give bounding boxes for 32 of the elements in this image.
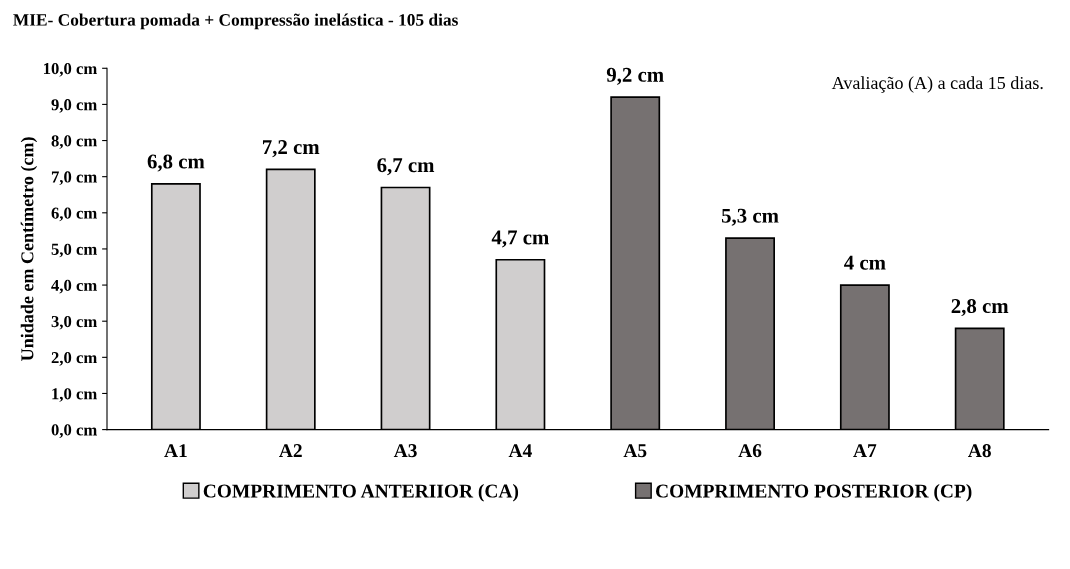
data-label: 4,7 cm bbox=[491, 230, 549, 248]
y-tick-label: 4,0 cm bbox=[51, 279, 97, 294]
data-label: 4 cm bbox=[844, 255, 886, 270]
legend-label: COMPRIMENTO POSTERIOR (CP) bbox=[656, 483, 972, 502]
x-tick-label: A3 bbox=[393, 444, 417, 458]
y-tick-label: 7,0 cm bbox=[51, 171, 97, 186]
x-tick-label: A5 bbox=[623, 444, 647, 458]
x-tick-label: A2 bbox=[279, 444, 302, 457]
x-tick-label: A4 bbox=[508, 444, 532, 457]
y-tick-label: 1,0 cm bbox=[52, 388, 97, 402]
x-tick-label: A7 bbox=[853, 444, 877, 457]
y-tick-label: 10,0 cm bbox=[44, 62, 97, 77]
y-axis-title: Unidade em Centímetro (cm) bbox=[20, 137, 38, 361]
y-tick-label: 6,0 cm bbox=[51, 207, 97, 222]
data-label: 7,2 cm bbox=[262, 140, 320, 158]
y-tick-label: 5,0 cm bbox=[51, 243, 97, 258]
y-tick-label: 3,0 cm bbox=[51, 315, 97, 330]
y-tick-label: 0,0 cm bbox=[51, 424, 97, 438]
x-tick-label: A1 bbox=[164, 444, 187, 457]
chart-title: MIE- Cobertura pomada + Compressão inelástica - 105 dias bbox=[13, 13, 458, 30]
data-label: 6,8 cm bbox=[147, 154, 205, 172]
data-label: 2,8 cm bbox=[951, 299, 1009, 317]
data-label: 6,7 cm bbox=[377, 158, 435, 176]
y-tick-label: 8,0 cm bbox=[51, 135, 97, 149]
annotation: Avaliação (A) a cada 15 dias. bbox=[831, 76, 1043, 93]
y-tick-label: 2,0 cm bbox=[51, 352, 97, 366]
y-tick-label: 9,0 cm bbox=[51, 99, 97, 113]
data-label: 9,2 cm bbox=[606, 67, 664, 85]
legend-label: COMPRIMENTO ANTERIIOR (CA) bbox=[203, 483, 519, 502]
data-label: 5,3 cm bbox=[721, 208, 779, 226]
x-tick-label: A8 bbox=[968, 444, 991, 458]
x-tick-label: A6 bbox=[738, 444, 762, 458]
